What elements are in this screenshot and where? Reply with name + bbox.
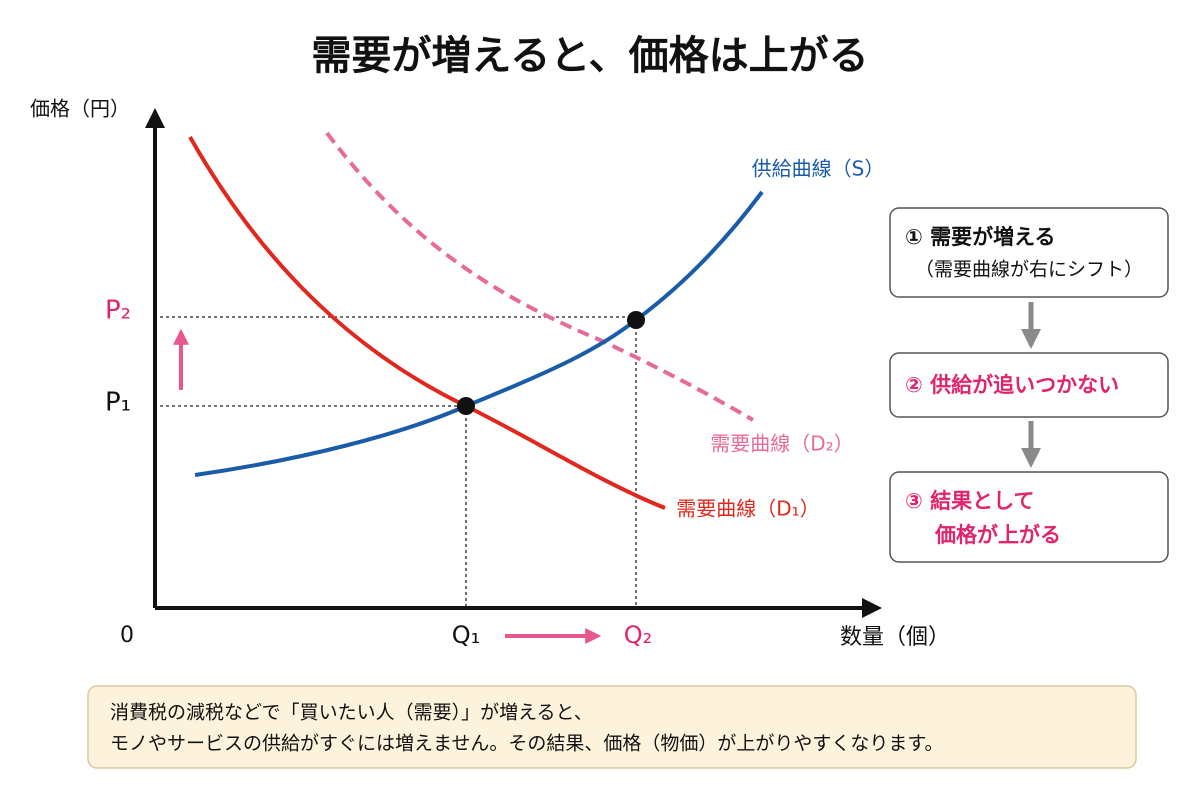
x-axis-label: 数量（個） xyxy=(840,625,950,650)
step-text: ③ 結果として xyxy=(905,489,1034,513)
demand-curve-new xyxy=(325,131,755,422)
curve-label: 需要曲線（D₂） xyxy=(710,432,853,456)
supply-curve xyxy=(194,190,764,477)
price-label: P₁ xyxy=(105,388,131,418)
step-text: ② 供給が追いつかない xyxy=(905,373,1119,397)
note-box xyxy=(87,685,1137,769)
demand-curve xyxy=(188,136,666,510)
price-label: P₂ xyxy=(105,296,131,326)
step-box xyxy=(889,471,1169,563)
quantity-label: Q₁ xyxy=(452,621,481,649)
origin-label: 0 xyxy=(120,623,134,648)
title: 需要が増えると、価格は上がる xyxy=(311,33,868,79)
step-box xyxy=(889,207,1169,298)
quantity-label: Q₂ xyxy=(624,621,653,649)
curve-label: 需要曲線（D₁） xyxy=(676,497,819,521)
step-text: 価格が上がる xyxy=(934,523,1061,547)
curve-label: 供給曲線（S） xyxy=(752,157,885,181)
step-text: （需要曲線が右にシフト） xyxy=(915,259,1143,281)
note-text: 消費税の減税などで「買いたい人（需要）」が増えると、 xyxy=(110,702,593,724)
step-box xyxy=(889,352,1169,418)
y-axis-label: 価格（円） xyxy=(30,97,130,121)
guide-lines xyxy=(160,316,637,606)
step-text: ① 需要が増える xyxy=(905,225,1055,249)
equilibrium-point xyxy=(457,397,475,415)
equilibrium-point xyxy=(627,311,645,329)
note-text: モノやサービスの供給がすぐには増えません。その結果、価格（物価）が上がりやすくな… xyxy=(110,733,944,755)
